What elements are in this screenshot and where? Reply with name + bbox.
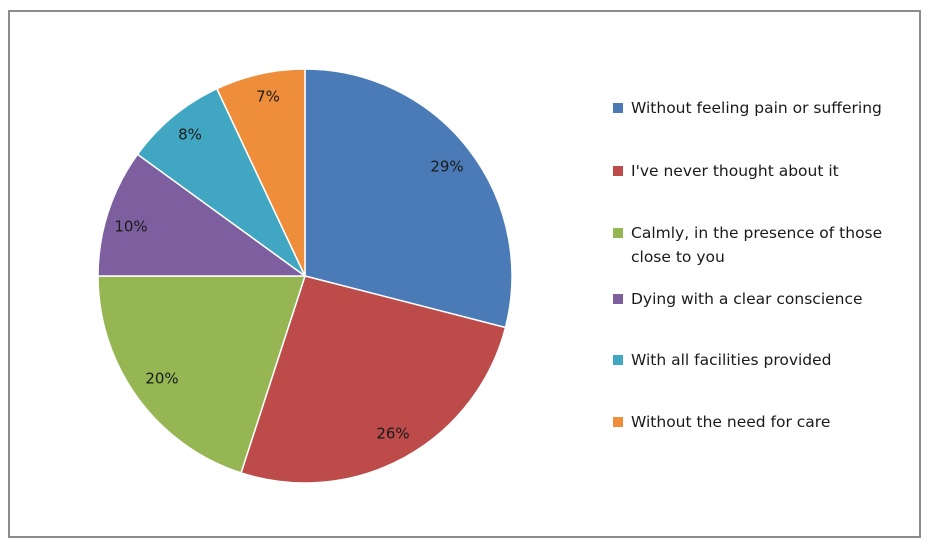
legend-swatch (613, 166, 623, 176)
legend-label: Without feeling pain or suffering (631, 99, 882, 117)
legend-item: Dying with a clear conscience (613, 287, 916, 311)
pie-slice-3 (97, 275, 307, 474)
legend-label: Calmly, in the presence of those close t… (631, 224, 883, 266)
slice-value-label: 7% (256, 88, 280, 106)
legend-item: Without feeling pain or suffering (613, 96, 916, 120)
pie-slice-6 (215, 68, 306, 277)
pie-slice-1 (304, 68, 513, 329)
slice-value-label: 29% (430, 158, 463, 176)
pie-slice-5 (136, 87, 306, 277)
legend-item: Calmly, in the presence of those close t… (613, 221, 916, 269)
legend-swatch (613, 417, 623, 427)
slice-value-label: 10% (114, 218, 147, 236)
pie-slice-2 (240, 275, 507, 484)
pie-chart: 29% 26% 20% 10% 8% 7% (97, 68, 513, 484)
slice-value-label: 26% (376, 425, 409, 443)
pie-slice-4 (97, 153, 308, 277)
legend-label: With all facilities provided (631, 351, 832, 369)
legend-label: Without the need for care (631, 413, 831, 431)
legend-swatch (613, 103, 623, 113)
slice-value-label: 20% (145, 370, 178, 388)
legend-item: I've never thought about it (613, 159, 916, 183)
chart-frame: 29% 26% 20% 10% 8% 7% Without feeling pain or… (8, 10, 921, 538)
legend-item: With all facilities provided (613, 348, 916, 372)
legend-swatch (613, 228, 623, 238)
slice-value-label: 8% (178, 126, 202, 144)
legend-label: Dying with a clear conscience (631, 290, 863, 308)
legend-swatch (613, 355, 623, 365)
legend-item: Without the need for care (613, 410, 916, 434)
legend-swatch (613, 294, 623, 304)
legend-label: I've never thought about it (631, 162, 839, 180)
